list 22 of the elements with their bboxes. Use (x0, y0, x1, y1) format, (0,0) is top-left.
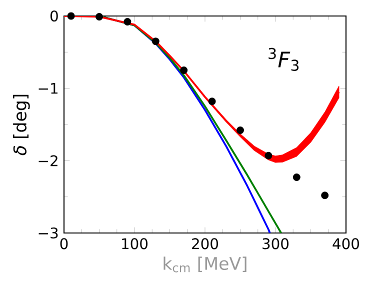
x-tick-label: 0 (60, 238, 68, 250)
x-tick-label: 400 (332, 238, 359, 250)
y-tick-label: 0 (50, 10, 58, 22)
point (96, 12, 103, 20)
point (208, 98, 216, 106)
point (152, 38, 160, 46)
y-tick-label: −1 (38, 82, 58, 94)
point (124, 18, 132, 26)
x-axis-title: k$_{cm}$ [MeV] (164, 256, 246, 272)
x-tick-label: 200 (192, 238, 218, 250)
point (321, 192, 329, 200)
x-tick-label: 100 (122, 238, 148, 250)
point (180, 66, 188, 74)
y-tick-label: −2 (38, 155, 58, 166)
point (292, 174, 300, 182)
x-tick-label: 300 (262, 238, 288, 250)
y-tick-label: −3 (38, 227, 58, 239)
point (264, 152, 272, 160)
y-axis-title: δ [deg] (13, 94, 30, 156)
annotation: $^{3}$F$_{3}$ (268, 48, 299, 71)
point (236, 126, 244, 134)
point (67, 12, 75, 20)
